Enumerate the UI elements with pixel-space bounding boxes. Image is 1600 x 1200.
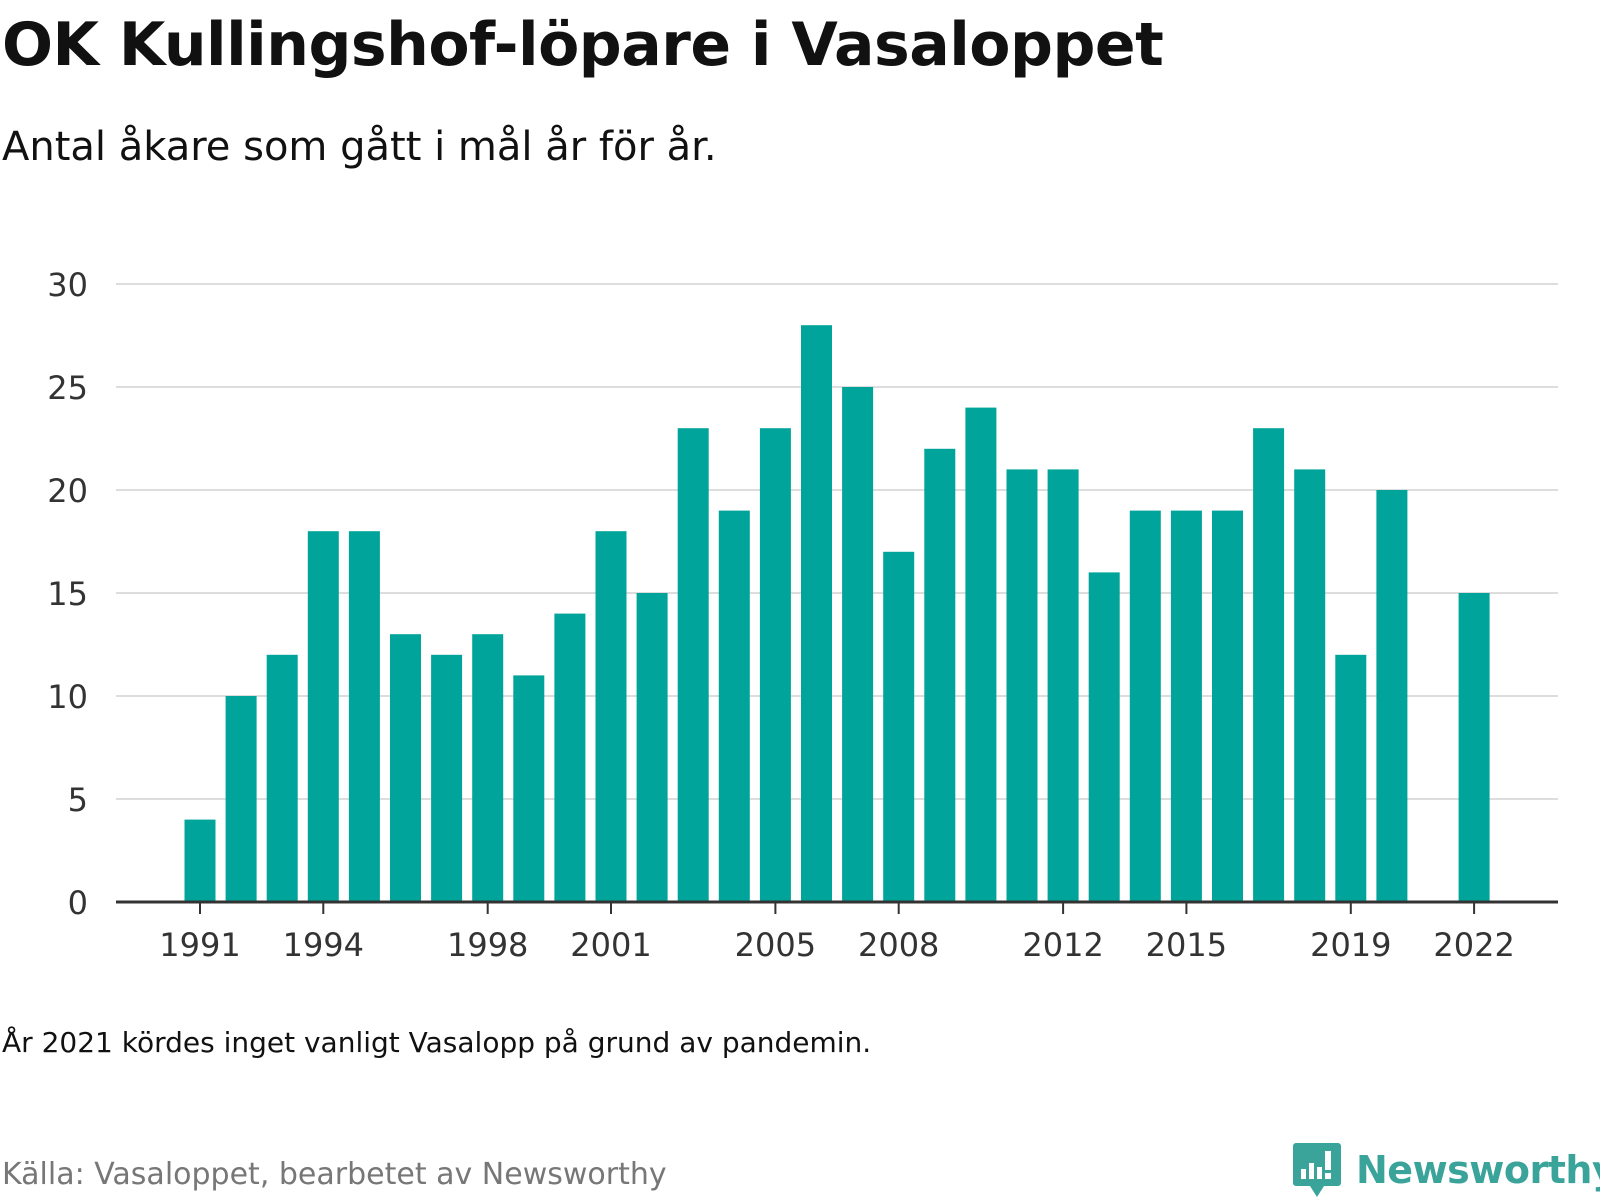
- bar-1996: [390, 634, 421, 902]
- source-text: Källa: Vasaloppet, bearbetet av Newswort…: [2, 1157, 667, 1192]
- y-tick-label: 20: [47, 472, 88, 510]
- bar-2010: [965, 407, 997, 902]
- bar-1995: [348, 531, 380, 902]
- x-axis: 1991 1994 1998 2001 2005 2008 2012 2015 2019 2022: [116, 900, 1558, 964]
- bar-1997: [431, 654, 463, 902]
- bar-2001: [595, 531, 627, 902]
- bar-2009: [924, 448, 956, 902]
- y-axis-ticks: 0 5 10 15 20 25 30: [47, 266, 88, 922]
- bar-chart: 0 5 10 15 20 25 30 1991 1994 1998 2001 2005 2008 201…: [47, 266, 1558, 964]
- y-tick-label: 0: [68, 884, 88, 922]
- bar-1991: [184, 819, 216, 902]
- bar-2014: [1129, 510, 1161, 902]
- bar-2003: [677, 428, 709, 902]
- bar-1999: [513, 675, 545, 902]
- x-tick-label: 1994: [283, 926, 364, 964]
- bar-2020: [1376, 490, 1408, 902]
- bars: [184, 325, 1490, 902]
- bar-2000: [554, 613, 586, 902]
- bar-2015: [1170, 510, 1202, 902]
- y-tick-label: 30: [47, 266, 88, 304]
- chart-title: OK Kullingshof-löpare i Vasaloppet: [2, 10, 1164, 80]
- bar-1993: [266, 654, 298, 902]
- x-tick-label: 2008: [858, 926, 939, 964]
- chart-subtitle: Antal åkare som gått i mål år för år.: [2, 124, 717, 170]
- x-tick-label: 1998: [447, 926, 528, 964]
- bar-2019: [1335, 654, 1367, 902]
- bar-2008: [883, 551, 915, 902]
- y-tick-label: 5: [68, 781, 88, 819]
- y-tick-label: 10: [47, 678, 88, 716]
- bar-2007: [842, 387, 874, 902]
- bar-1994: [307, 531, 339, 902]
- brand-logo[interactable]: Newsworthy: [1292, 1140, 1600, 1200]
- x-tick-label: 2012: [1022, 926, 1103, 964]
- bar-2013: [1088, 572, 1120, 902]
- bar-2002: [636, 593, 668, 902]
- x-tick-label: 2005: [735, 926, 816, 964]
- x-tick-label: 2001: [570, 926, 651, 964]
- bar-2004: [718, 510, 750, 902]
- x-tick-label: 2019: [1310, 926, 1391, 964]
- bar-2011: [1006, 469, 1038, 902]
- chart-note: År 2021 kördes inget vanligt Vasalopp på…: [2, 1026, 872, 1059]
- bar-2012: [1047, 469, 1079, 902]
- bar-1998: [472, 634, 504, 902]
- bar-1992: [225, 696, 257, 902]
- bar-2017: [1253, 428, 1285, 902]
- bar-2022: [1458, 593, 1490, 902]
- newsworthy-logo-icon: [1293, 1143, 1341, 1197]
- y-tick-label: 25: [47, 369, 88, 407]
- y-tick-label: 15: [47, 575, 88, 613]
- bar-2005: [759, 428, 791, 902]
- bar-2016: [1212, 510, 1243, 902]
- brand-name: Newsworthy: [1356, 1148, 1600, 1192]
- bar-2006: [801, 325, 832, 902]
- x-tick-label: 2022: [1433, 926, 1514, 964]
- x-tick-label: 1991: [159, 926, 240, 964]
- bar-2018: [1294, 469, 1326, 902]
- x-tick-label: 2015: [1146, 926, 1227, 964]
